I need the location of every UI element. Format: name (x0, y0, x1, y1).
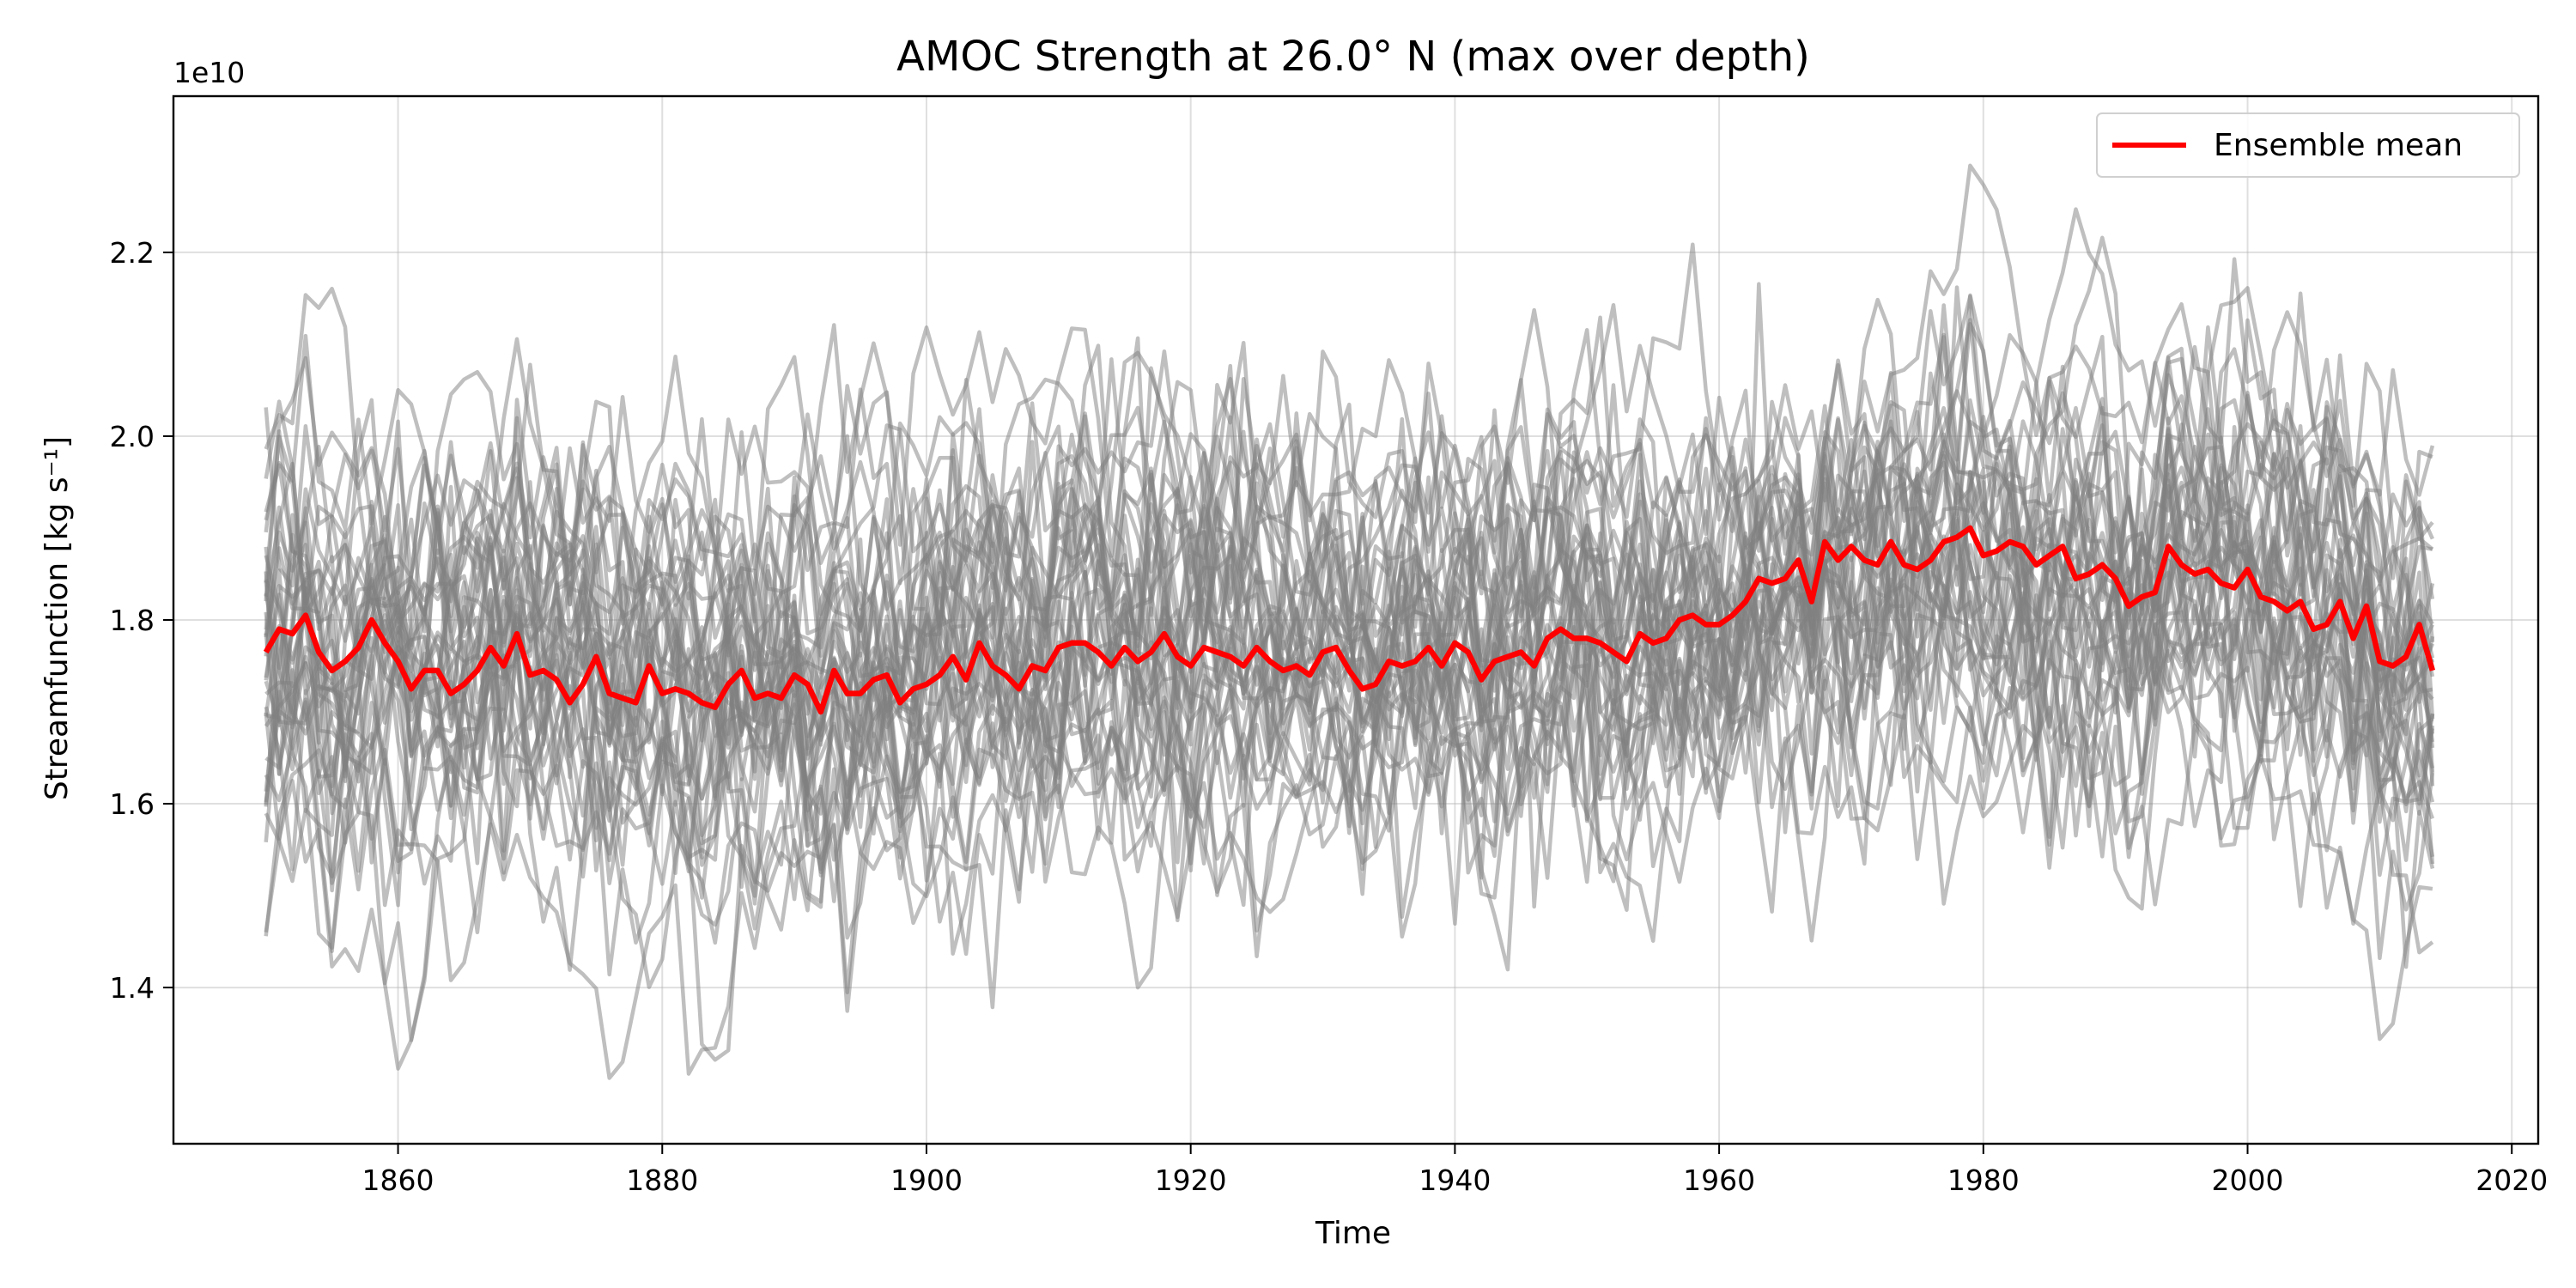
x-tick-label: 2000 (2212, 1163, 2284, 1197)
ensemble-member-line (264, 425, 2435, 1013)
ensemble-mean-layer (263, 525, 2436, 715)
x-axis-label: Time (1315, 1216, 1391, 1251)
legend-box (2096, 112, 2520, 178)
x-axis-ticks: 1860 1880 1900 1920 1940 1960 1980 2000 2020 (362, 1144, 2548, 1197)
x-tick-label: 1980 (1947, 1163, 2020, 1197)
x-tick-label: 1940 (1419, 1163, 1491, 1197)
y-axis-label: Streamfunction [kg s⁻¹] (39, 436, 75, 800)
ensemble-member-line (264, 513, 2435, 961)
ensemble-member-line (264, 405, 2435, 872)
y-tick-label: 2.2 (110, 236, 155, 270)
ensemble-member-line (264, 310, 2434, 939)
ensemble-member-line (264, 349, 2435, 956)
y-tick-label: 1.4 (110, 971, 155, 1005)
x-tick-label: 2020 (2476, 1163, 2548, 1197)
y-tick-label: 1.6 (110, 787, 155, 821)
x-tick-label: 1920 (1155, 1163, 1227, 1197)
ensemble-member-line (264, 303, 2433, 1042)
ensemble-member-line (264, 207, 2434, 865)
x-tick-label: 1960 (1683, 1163, 1755, 1197)
x-tick-label: 1880 (626, 1163, 698, 1197)
x-tick-label: 1900 (890, 1163, 963, 1197)
ensemble-member-line (264, 307, 2434, 955)
ensemble-mean-line (263, 525, 2436, 715)
x-tick-label: 1860 (362, 1163, 434, 1197)
chart-title: AMOC Strength at 26.0° N (max over depth… (896, 33, 1810, 81)
ensemble-member-lines (264, 163, 2435, 1080)
y-tick-label: 1.8 (110, 604, 155, 637)
y-tick-label: 2.0 (110, 420, 155, 453)
legend: Ensemble mean (2096, 112, 2520, 178)
ensemble-member-line (264, 379, 2435, 873)
y-axis-ticks: 1.4 1.6 1.8 2.0 2.2 (110, 236, 173, 1005)
plot-area-frame (172, 94, 2540, 1145)
ensemble-member-line (264, 370, 2435, 933)
y-axis-offset-label: 1e10 (173, 56, 245, 89)
legend-entry-ensemble-mean: Ensemble mean (2214, 128, 2463, 163)
